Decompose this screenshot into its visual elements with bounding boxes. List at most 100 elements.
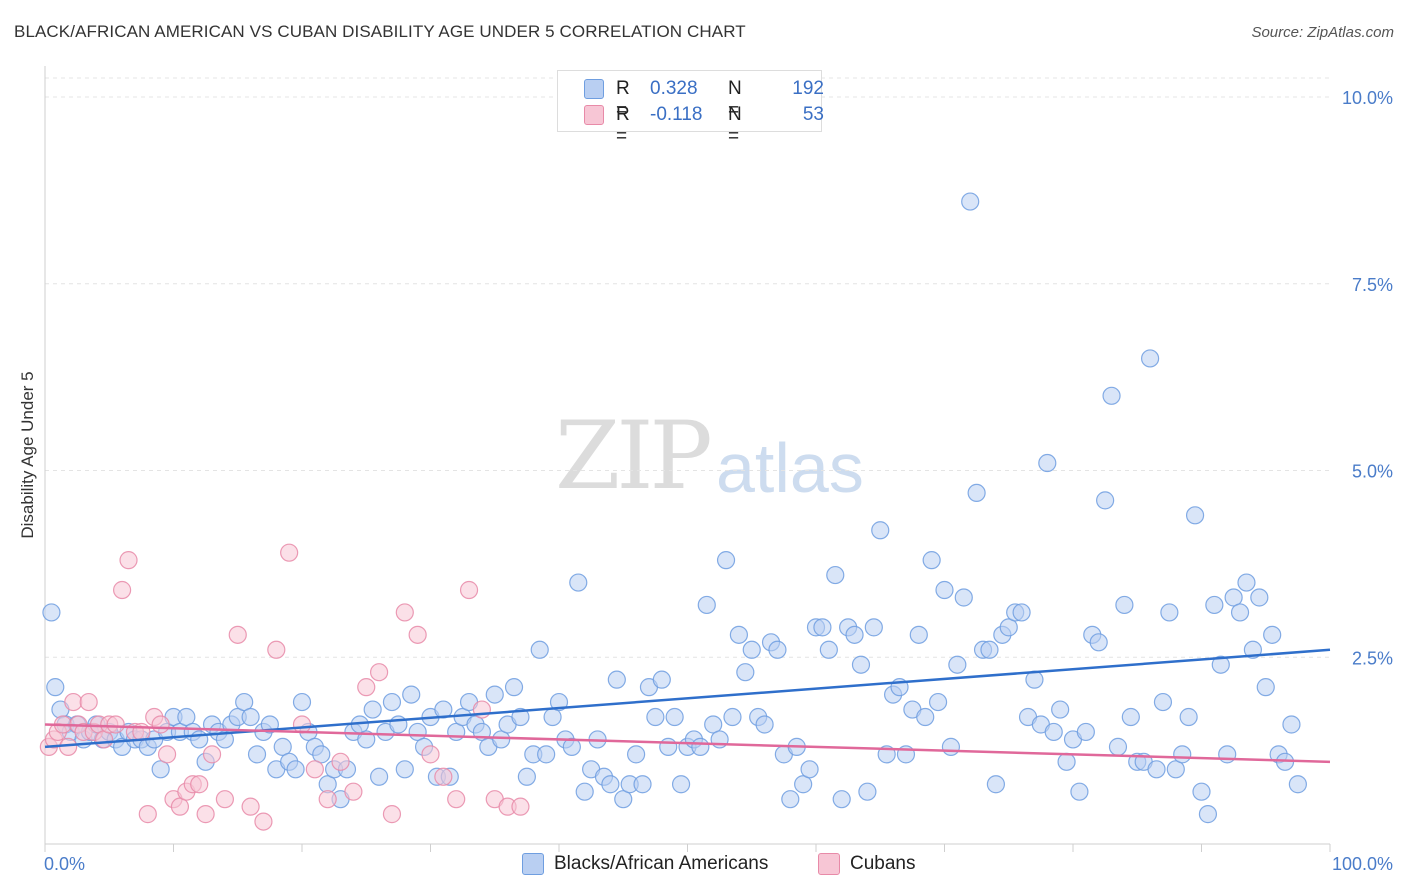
cubans-data-point [241, 797, 260, 816]
blacks-data-point [46, 678, 65, 697]
blacks-data-point [986, 775, 1006, 794]
cubans-data-point [64, 692, 83, 712]
legend-n-value: 53 [802, 104, 824, 125]
blacks-data-point [241, 707, 260, 727]
blacks-data-point [716, 551, 736, 570]
cubans-data-point [395, 603, 414, 622]
blacks-data-point [402, 685, 421, 704]
cubans-data-point [151, 715, 170, 734]
blacks-data-point [42, 603, 61, 622]
cubans-data-point [331, 752, 350, 771]
blacks-data-point [1089, 633, 1108, 652]
legend-r-value: -0.118 [650, 104, 703, 125]
cubans-data-point [447, 790, 466, 809]
cubans-data-point [459, 580, 479, 600]
blacks-data-point [434, 700, 453, 719]
blacks-data-point [569, 573, 588, 592]
blacks-data-point [1250, 588, 1269, 607]
cubans-data-point [511, 797, 530, 816]
x-tick-label: 100.0% [1332, 854, 1393, 874]
y-tick-label: 5.0% [1352, 462, 1393, 482]
cubans-data-point [79, 692, 98, 712]
blacks-data-point [1218, 745, 1237, 764]
blacks-data-point [1256, 678, 1275, 697]
legend-n-value: 192 [792, 78, 824, 99]
blacks-data-point [1108, 737, 1128, 756]
blacks-data-point [247, 745, 267, 764]
x-tick-label: 0.0% [44, 854, 85, 874]
blacks-data-point [864, 618, 883, 637]
blacks-data-point [1185, 506, 1205, 525]
watermark-zip: ZIP [555, 402, 713, 511]
cubans-data-point [344, 782, 363, 801]
blacks-data-point [1243, 640, 1263, 659]
blacks-data-point [1121, 707, 1140, 727]
blacks-data-point [1205, 595, 1224, 615]
blacks-data-point [935, 580, 954, 600]
blacks-data-point [286, 760, 305, 779]
blacks-data-point [723, 707, 742, 727]
cubans-data-point [357, 678, 376, 697]
cubans-data-point [215, 790, 234, 809]
legend-r-label: R = [616, 78, 630, 121]
blacks-data-point [948, 655, 967, 674]
cubans-data-point [112, 580, 132, 600]
blacks-data-point [742, 640, 761, 659]
blacks-data-point [1230, 603, 1250, 622]
blacks-data-point [601, 775, 620, 794]
cubans-data-point [280, 543, 299, 562]
cubans-data-point [119, 551, 138, 570]
legend-r-value: 0.328 [650, 78, 698, 99]
cubans-data-point [190, 775, 209, 794]
blacks-data-point [517, 767, 536, 786]
blacks-data-point [549, 692, 569, 712]
blacks-data-point [1263, 625, 1282, 644]
blacks-data-point [954, 588, 973, 607]
blacks-data-point [1102, 386, 1121, 405]
blacks-data-point [665, 707, 684, 727]
blacks-data-point [871, 521, 890, 540]
legend-r-label: R = [616, 104, 630, 147]
cubans-data-point [202, 745, 222, 764]
blacks-data-point [504, 678, 524, 697]
blacks-data-point [922, 551, 941, 570]
blacks-data-point [626, 745, 646, 764]
cubans-data-point [157, 745, 177, 764]
cubans-data-point [434, 767, 453, 786]
chart-title: BLACK/AFRICAN AMERICAN VS CUBAN DISABILI… [14, 22, 746, 41]
blacks-data-point [370, 767, 389, 786]
blacks-data-point [768, 640, 787, 659]
cubans-data-point [254, 812, 273, 831]
source-credit: Source: ZipAtlas.com [1251, 24, 1394, 41]
blacks-data-point [363, 700, 382, 719]
blacks-data-point [1057, 752, 1076, 771]
y-tick-label: 10.0% [1342, 88, 1393, 108]
cubans-data-point [421, 745, 440, 764]
blacks-data-point [562, 737, 581, 756]
blacks-data-point [961, 192, 980, 211]
cubans-data-point [106, 715, 125, 734]
correlation-legend: R = 0.328 N = 192 R = -0.118 N = 53 [557, 70, 824, 147]
blacks-data-point [292, 692, 312, 712]
blacks-data-point [691, 737, 710, 756]
blacks-data-point [1140, 349, 1160, 368]
blacks-data-point [633, 775, 652, 794]
blacks-data-point [652, 670, 671, 689]
blacks-data-point [1153, 692, 1173, 712]
legend-swatch-pink [584, 105, 604, 125]
cubans-data-point [408, 625, 427, 644]
y-tick-label: 2.5% [1352, 648, 1393, 668]
cubans-data-point [228, 625, 247, 644]
blacks-data-point [1115, 595, 1134, 615]
bottom-legend-label: Cubans [850, 853, 916, 874]
blacks-data-point [575, 782, 594, 801]
blacks-data-point [851, 655, 871, 674]
blacks-data-point [800, 760, 819, 779]
cubans-data-point [318, 790, 337, 809]
cubans-data-point [59, 737, 78, 756]
blacks-data-point [1076, 722, 1095, 742]
cubans-data-point [196, 805, 215, 824]
blacks-data-point [781, 790, 800, 809]
cubans-data-point [138, 805, 157, 824]
